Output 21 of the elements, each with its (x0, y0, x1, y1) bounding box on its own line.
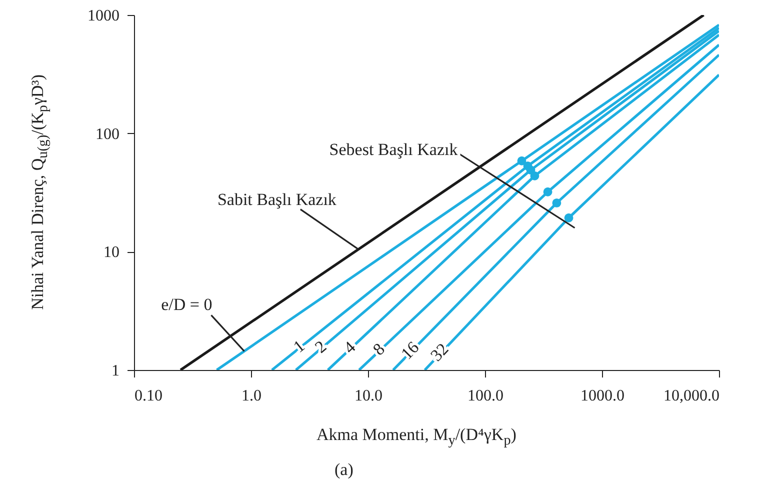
text: e/D = 0 (161, 295, 212, 314)
y-tick-label: 10 (104, 244, 120, 262)
x-tick-label: 1.0 (242, 388, 262, 404)
text: 4 (340, 337, 360, 358)
y-tick-label: 1000 (88, 8, 120, 24)
text: 16 (397, 338, 423, 364)
text: (a) (334, 460, 354, 480)
x-tick-label: 1000.0 (580, 388, 624, 404)
x-tick-label: 100.0 (468, 388, 504, 404)
x-tick-label: 10,000.0 (664, 388, 720, 404)
text: 2 (311, 336, 330, 357)
y-tick-label: 1 (112, 362, 120, 380)
text: 8 (369, 339, 388, 360)
x-tick-label: 10.0 (354, 388, 382, 404)
annotation: Sebest Başlı Kazık (329, 140, 458, 159)
x-axis-title: Akma Momenti, M$_{y}$/(D⁴γK$_{p}$) (316, 425, 516, 450)
x-tick-label: 0.10 (134, 388, 162, 404)
text: Sabit Başlı Kazık (217, 190, 337, 210)
text: 32 (426, 339, 452, 365)
text: 1 (290, 336, 308, 356)
y-tick-label: 100 (96, 126, 120, 143)
